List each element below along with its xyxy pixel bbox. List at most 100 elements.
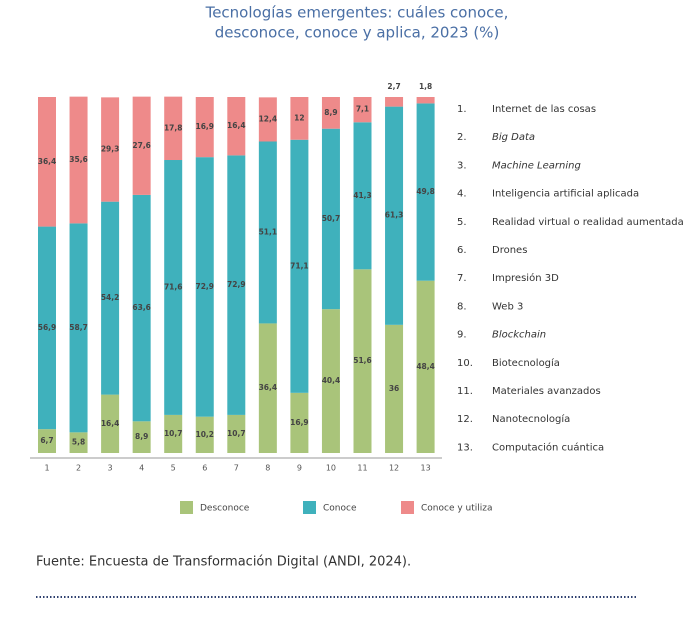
key-label: Web 3	[492, 301, 523, 312]
value-label: 17,8	[164, 123, 183, 132]
x-tick-label: 13	[421, 464, 431, 473]
value-label: 5,8	[72, 438, 85, 447]
legend-label: Desconoce	[200, 504, 250, 514]
bar-segment	[290, 392, 309, 453]
bar-segment	[101, 97, 120, 202]
x-tick-label: 12	[389, 464, 399, 473]
x-tick-label: 8	[265, 464, 270, 473]
bar-segment	[164, 96, 183, 161]
key-number: 6.	[457, 245, 467, 256]
value-label: 36,4	[259, 383, 278, 392]
value-label: 51,1	[259, 227, 278, 236]
bar-segment	[38, 226, 56, 430]
key-label: Internet de las cosas	[492, 104, 596, 115]
key-label: Drones	[492, 245, 527, 256]
bar-segment	[69, 96, 88, 224]
bar-segment	[385, 106, 404, 325]
bar-segment	[227, 155, 246, 415]
value-label: 8,9	[324, 108, 337, 117]
value-label: 16,9	[195, 122, 214, 131]
value-label: 63,6	[132, 303, 151, 312]
x-tick-label: 9	[297, 464, 302, 473]
value-label: 48,4	[416, 362, 435, 371]
key-number: 12.	[457, 414, 473, 425]
x-tick-label: 5	[171, 464, 176, 473]
key-label: Nanotecnología	[492, 413, 570, 425]
key-number: 2.	[457, 132, 467, 143]
bar-segment	[38, 429, 56, 453]
legend-label: Conoce	[323, 504, 357, 514]
value-label: 10,2	[195, 430, 214, 439]
x-tick-label: 2	[76, 464, 81, 473]
x-tick-label: 1	[44, 464, 49, 473]
value-label: 16,4	[227, 121, 246, 130]
value-label: 12,4	[259, 114, 278, 123]
bar-segment	[416, 97, 435, 104]
value-label: 72,9	[227, 280, 246, 289]
value-label: 56,9	[38, 323, 57, 332]
bar-segment	[385, 97, 404, 107]
bar-segment	[132, 194, 151, 422]
value-label: 1,8	[419, 82, 432, 91]
key-label: Big Data	[492, 132, 535, 143]
value-label: 71,6	[164, 282, 183, 291]
bar-segment	[353, 122, 372, 270]
bar-segment	[258, 97, 277, 142]
bar-segment	[258, 141, 277, 324]
value-label: 35,6	[69, 155, 88, 164]
legend-swatch	[303, 501, 316, 514]
bar-segment	[69, 432, 88, 453]
key-label: Computación cuántica	[492, 441, 604, 453]
value-label: 36	[389, 384, 399, 393]
key-label: Machine Learning	[492, 160, 581, 171]
bar-segment	[353, 269, 372, 453]
bar-segment	[290, 139, 309, 393]
key-label: Blockchain	[492, 330, 546, 341]
value-label: 50,7	[322, 214, 341, 223]
bar-segment	[38, 97, 56, 227]
x-tick-label: 10	[326, 464, 336, 473]
value-label: 6,7	[40, 436, 53, 445]
value-label: 61,3	[385, 211, 404, 220]
key-number: 5.	[457, 217, 467, 228]
key-label: Realidad virtual o realidad aumentada	[492, 217, 684, 228]
value-label: 7,1	[356, 105, 369, 114]
chart-title: Tecnologías emergentes: cuáles conoce,	[205, 4, 509, 22]
bar-segment	[132, 96, 151, 195]
value-label: 10,7	[164, 429, 183, 438]
bar-segment	[132, 421, 151, 453]
bar-segment	[69, 223, 88, 433]
bar-segment	[227, 414, 246, 453]
key-number: 4.	[457, 189, 467, 200]
value-label: 2,7	[387, 82, 400, 91]
x-tick-label: 7	[234, 464, 239, 473]
x-tick-label: 4	[139, 464, 144, 473]
bar-segment	[385, 324, 404, 453]
key-number: 7.	[457, 273, 467, 284]
key-label: Materiales avanzados	[492, 386, 601, 397]
value-label: 49,8	[416, 187, 435, 196]
x-tick-label: 3	[108, 464, 113, 473]
bar-segment	[101, 394, 120, 453]
key-label: Inteligencia artificial aplicada	[492, 189, 639, 200]
key-number: 9.	[457, 330, 467, 341]
value-label: 41,3	[353, 191, 372, 200]
bar-segment	[416, 280, 435, 453]
bar-segment	[164, 160, 183, 415]
legend-swatch	[401, 501, 414, 514]
value-label: 29,3	[101, 145, 120, 154]
value-label: 36,4	[38, 157, 57, 166]
key-number: 1.	[457, 104, 467, 115]
key-number: 11.	[457, 386, 473, 397]
value-label: 54,2	[101, 293, 120, 302]
bar-segment	[101, 201, 120, 395]
x-tick-label: 11	[357, 464, 367, 473]
bar-segment	[353, 97, 372, 123]
value-label: 51,6	[353, 356, 372, 365]
key-number: 10.	[457, 358, 473, 369]
key-label: Biotecnología	[492, 357, 560, 369]
key-label: Impresión 3D	[492, 272, 559, 284]
value-label: 12	[294, 113, 304, 122]
bar-segment	[258, 323, 277, 453]
